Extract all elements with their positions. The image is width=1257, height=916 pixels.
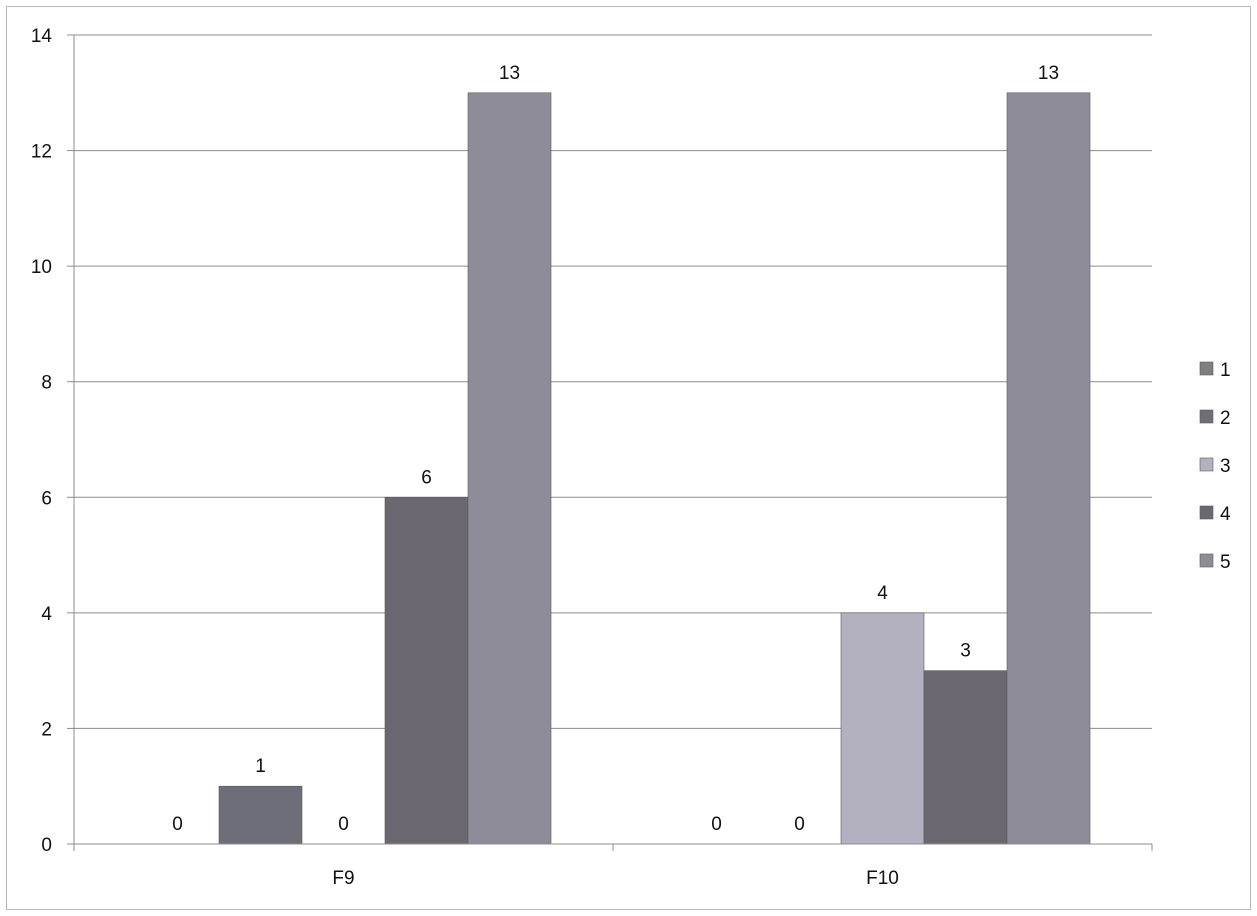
- data-label-F10-series-1: 0: [711, 814, 722, 835]
- y-tick-label: 6: [41, 488, 52, 509]
- y-tick-label: 14: [31, 26, 53, 47]
- chart-frame: 0 2 4 6 8 10 12 14 0 1 0 6 13 0 0 4 3 13 F9 F10 1 2 3 4 5: [6, 6, 1251, 910]
- data-label-F9-series-3: 0: [338, 814, 349, 835]
- x-tick-label: F9: [332, 868, 354, 889]
- y-tick-label: 10: [31, 257, 52, 278]
- data-label-F9-series-4: 6: [421, 467, 432, 488]
- legend-label-1: 1: [1220, 360, 1231, 381]
- bar-F9-series-2: [218, 785, 303, 845]
- y-tick-label: 12: [31, 142, 52, 163]
- y-tick-label: 8: [41, 373, 52, 394]
- data-label-F9-series-5: 13: [499, 63, 520, 84]
- bar-F9-series-5: [467, 92, 552, 845]
- legend-label-4: 4: [1220, 504, 1231, 525]
- legend-swatch-4: [1199, 505, 1214, 520]
- bar-F10-series-5: [1006, 92, 1091, 845]
- bar-F10-series-3: [840, 612, 925, 845]
- bar-F9-series-4: [384, 496, 469, 845]
- legend-swatch-5: [1199, 553, 1214, 568]
- y-tick-label: 0: [41, 835, 52, 856]
- data-label-F10-series-2: 0: [794, 814, 805, 835]
- data-label-F10-series-3: 4: [877, 583, 888, 604]
- y-tick-label: 4: [41, 604, 52, 625]
- legend-swatch-3: [1199, 457, 1214, 472]
- y-tick-label: 2: [41, 719, 52, 740]
- data-label-F10-series-4: 3: [960, 641, 971, 662]
- legend-label-2: 2: [1220, 408, 1231, 429]
- data-label-F10-series-5: 13: [1038, 63, 1059, 84]
- x-tick-label: F10: [866, 868, 899, 889]
- bar-F10-series-4: [923, 670, 1008, 845]
- legend-swatch-2: [1199, 409, 1214, 424]
- legend-label-3: 3: [1220, 456, 1231, 477]
- legend-label-5: 5: [1220, 552, 1231, 573]
- data-label-F9-series-2: 1: [255, 756, 266, 777]
- legend-swatch-1: [1199, 361, 1214, 376]
- data-label-F9-series-1: 0: [172, 814, 183, 835]
